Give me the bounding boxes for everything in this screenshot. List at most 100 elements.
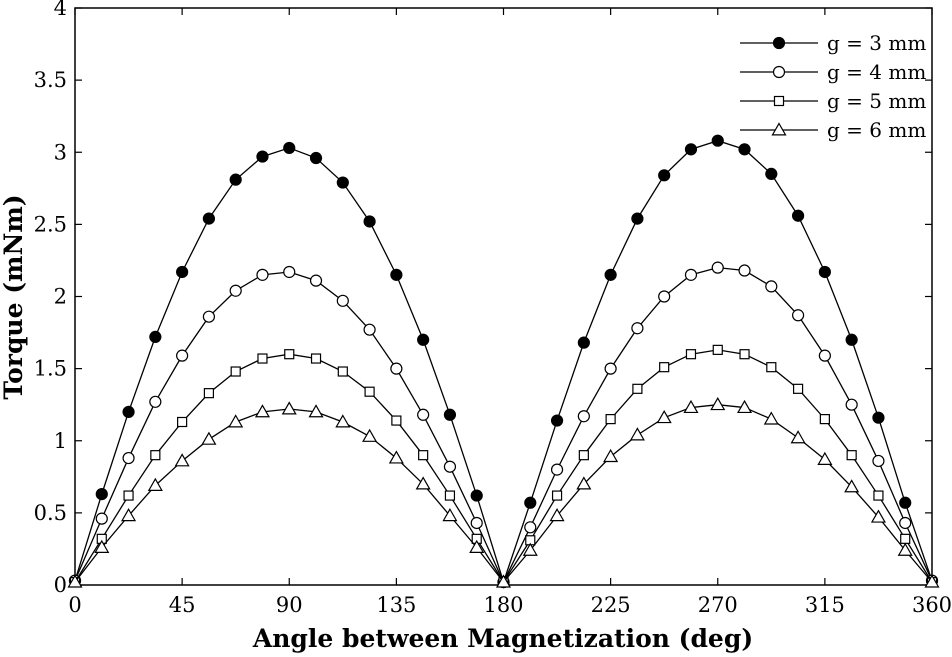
data-point: [470, 489, 483, 502]
data-point: [309, 151, 323, 165]
data-point: [844, 479, 860, 493]
y-tick-label: 0: [54, 573, 67, 597]
data-point: [335, 414, 351, 428]
data-point: [229, 284, 242, 297]
data-point: [873, 490, 884, 501]
data-point: [95, 488, 108, 501]
data-point: [899, 516, 912, 530]
data-point: [281, 401, 297, 415]
data-point: [524, 496, 537, 509]
data-point: [684, 268, 698, 281]
data-point: [388, 450, 404, 464]
data-point: [738, 264, 751, 277]
data-point: [309, 274, 323, 287]
data-point: [149, 330, 162, 343]
legend-label: g = 3 mm: [827, 31, 926, 55]
data-point: [444, 490, 456, 501]
data-point: [202, 310, 216, 323]
data-point: [495, 574, 512, 588]
data-point: [203, 388, 215, 399]
data-point: [337, 366, 348, 377]
data-point: [631, 212, 644, 225]
data-point: [177, 416, 188, 428]
data-point: [418, 450, 429, 461]
data-point: [391, 415, 402, 426]
data-point: [94, 539, 110, 553]
data-point: [872, 411, 885, 424]
data-point: [122, 405, 135, 418]
x-tick-label: 135: [376, 593, 416, 617]
data-point: [685, 349, 697, 360]
data-point: [336, 176, 349, 189]
data-point: [604, 268, 617, 281]
y-tick-label: 4: [54, 0, 67, 20]
x-tick-label: 0: [68, 593, 81, 617]
data-point: [765, 167, 778, 180]
data-point: [202, 212, 216, 225]
data-point: [711, 261, 724, 274]
data-point: [417, 408, 430, 421]
data-point: [228, 414, 244, 428]
data-point: [550, 414, 564, 427]
data-point: [818, 349, 831, 362]
data-point: [336, 294, 349, 307]
y-tick-label: 0.5: [34, 501, 67, 525]
data-point: [846, 450, 857, 461]
x-axis-title: Angle between Magnetization (deg): [252, 624, 753, 653]
y-tick-label: 3.5: [34, 68, 67, 92]
series-layer: [67, 134, 940, 589]
data-point: [817, 451, 833, 465]
data-point: [818, 265, 831, 279]
data-point: [363, 323, 376, 336]
data-point: [763, 411, 779, 425]
data-point: [631, 322, 644, 335]
data-point: [122, 451, 135, 465]
data-point: [791, 309, 805, 322]
data-point: [577, 336, 590, 349]
legend-label: g = 6 mm: [827, 118, 926, 142]
data-point: [283, 265, 296, 279]
x-tick-label: 45: [169, 593, 196, 617]
data-point: [578, 450, 589, 461]
data-point: [792, 383, 804, 394]
data-point: [390, 268, 403, 281]
data-point: [872, 454, 885, 468]
x-tick-label: 180: [483, 593, 523, 617]
data-point: [470, 516, 483, 530]
legend-label: g = 4 mm: [827, 60, 926, 84]
data-point: [443, 460, 457, 473]
data-point: [443, 408, 457, 421]
data-point: [765, 280, 778, 293]
x-axis-ticks: 0 45 90 135 180 225 270 315 360: [68, 8, 952, 617]
data-point: [469, 539, 485, 553]
legend-marker: [772, 65, 786, 79]
data-point: [684, 143, 698, 156]
data-point: [870, 509, 886, 523]
y-tick-label: 1.5: [34, 357, 67, 381]
series-6mm: [67, 396, 940, 588]
data-point: [174, 453, 190, 467]
data-point: [736, 399, 753, 414]
y-tick-label: 1: [54, 429, 67, 453]
data-point: [524, 521, 537, 534]
data-point: [363, 215, 376, 228]
data-point: [632, 383, 643, 394]
data-point: [150, 450, 161, 461]
data-point: [123, 490, 134, 501]
data-point: [201, 431, 217, 445]
y-tick-label: 3: [54, 140, 67, 164]
legend-marker: [771, 122, 787, 136]
data-point: [900, 533, 911, 544]
legend-marker: [773, 95, 785, 107]
data-point: [551, 490, 563, 501]
data-point: [739, 349, 750, 360]
plot-area: [74, 7, 933, 586]
data-point: [176, 265, 189, 279]
data-point: [845, 398, 858, 411]
data-point: [659, 362, 670, 373]
data-point: [230, 366, 241, 377]
data-point: [710, 396, 726, 411]
y-axis-title: Torque (mNm): [0, 194, 28, 399]
x-tick-label: 270: [698, 593, 738, 617]
